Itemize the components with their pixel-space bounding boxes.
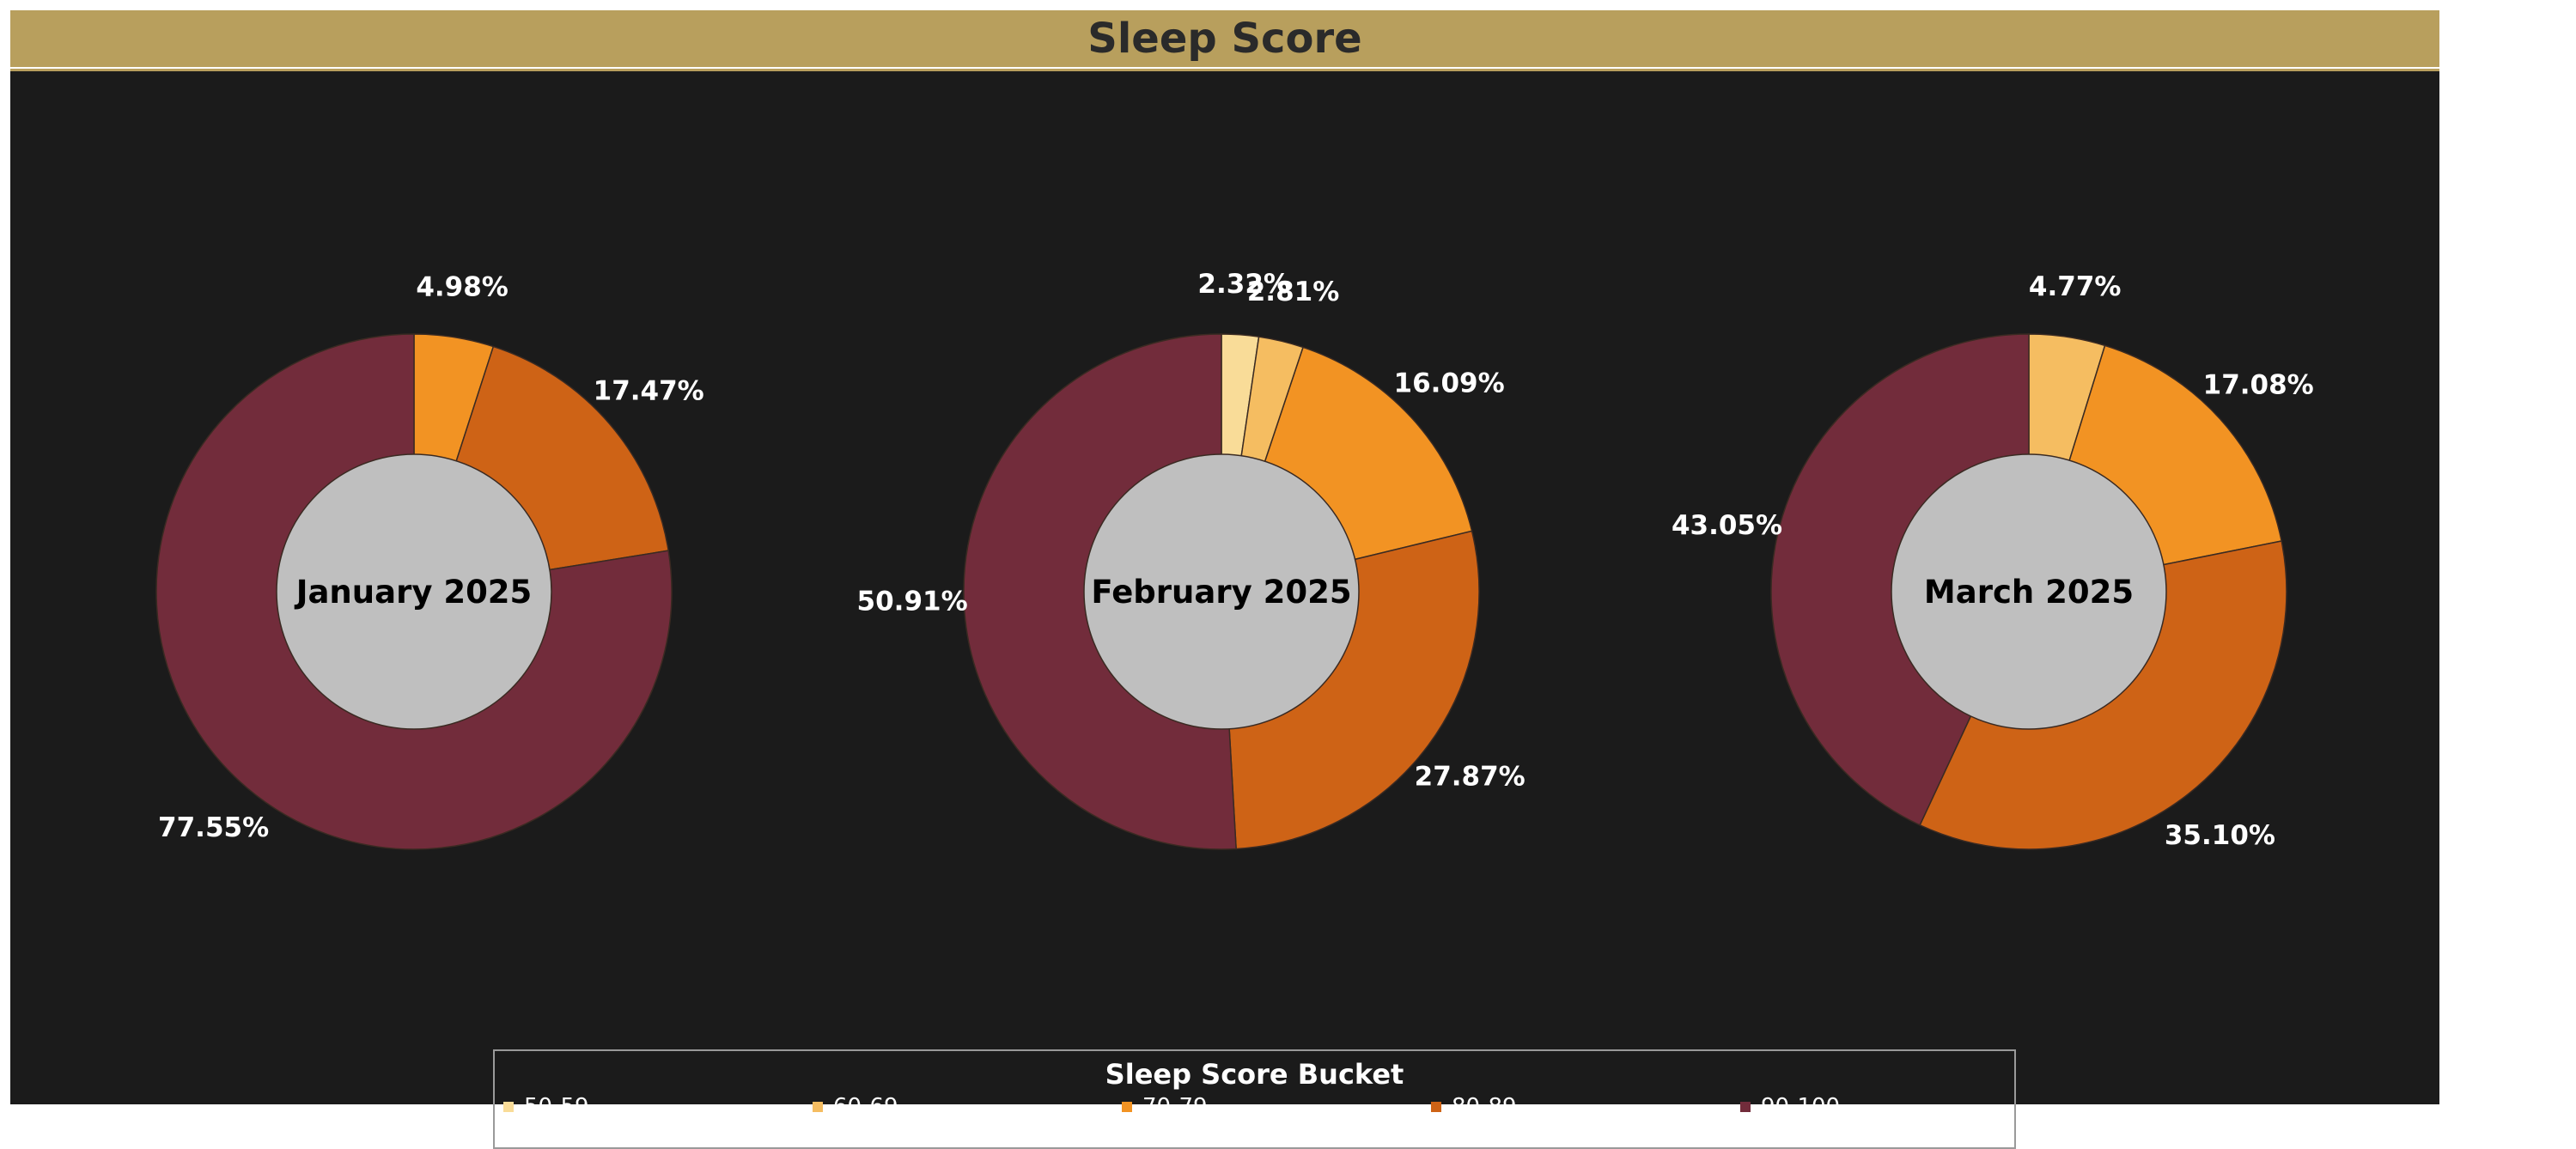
title-divider	[10, 69, 2439, 71]
legend-title: Sleep Score Bucket	[1105, 1058, 1404, 1091]
chart-title: February 2025	[1091, 574, 1351, 611]
page-title: Sleep Score	[1087, 15, 1362, 63]
legend-swatch	[1740, 1102, 1751, 1112]
legend-item-70-79: 70-79	[1122, 1094, 1208, 1120]
legend-swatch	[503, 1102, 514, 1112]
legend-label: 90-100	[1761, 1094, 1841, 1120]
chart-title: March 2025	[1924, 574, 2134, 611]
legend-swatch	[1122, 1102, 1132, 1112]
legend-item-50-59: 50-59	[503, 1094, 589, 1120]
data-label: 4.98%	[416, 271, 509, 302]
donut-hole	[1083, 453, 1360, 730]
legend-label: 70-79	[1142, 1094, 1208, 1120]
donut-hole	[276, 453, 552, 730]
data-label: 17.08%	[2203, 370, 2314, 401]
data-label: 2.81%	[1247, 277, 1340, 307]
data-label: 16.09%	[1394, 368, 1505, 399]
legend: Sleep Score Bucket 50-59 60-69 70-79 80-89 9…	[493, 1049, 2016, 1149]
chart-title: January 2025	[294, 574, 533, 611]
data-label: 17.47%	[594, 376, 704, 407]
legend-label: 60-69	[833, 1094, 898, 1120]
legend-item-80-89: 80-89	[1431, 1094, 1517, 1120]
chart-panel: 4.98% 17.47% 77.55% January 2025 2.32% 2.81% 1…	[10, 71, 2439, 1149]
data-label: 27.87%	[1415, 761, 1526, 792]
donut-chart-2: 4.77% 17.08% 35.10% 43.05% March 2025	[1672, 271, 2314, 851]
data-label: 4.77%	[2029, 271, 2122, 302]
donut-chart-1: 2.32%2.81% 16.09% 27.87% 50.91% February 202…	[857, 269, 1526, 850]
legend-swatch	[813, 1102, 823, 1112]
donut-charts: 4.98% 17.47% 77.55% January 2025 2.32%2.81% 1…	[155, 269, 2314, 851]
data-label: 2.32%	[1197, 269, 1290, 300]
donut-hole	[1891, 453, 2167, 730]
legend-label: 50-59	[524, 1094, 589, 1120]
title-bar: Sleep Score	[10, 10, 2439, 67]
legend-swatch	[1431, 1102, 1441, 1112]
data-label: 77.55%	[158, 812, 269, 843]
legend-item-60-69: 60-69	[813, 1094, 898, 1120]
legend-item-90-100: 90-100	[1740, 1094, 1840, 1120]
data-label: 50.91%	[857, 586, 968, 617]
donut-chart-0: 4.98% 17.47% 77.55% January 2025	[155, 271, 704, 850]
legend-label: 80-89	[1452, 1094, 1517, 1120]
data-label: 35.10%	[2165, 820, 2275, 851]
data-label: 43.05%	[1672, 510, 1782, 541]
